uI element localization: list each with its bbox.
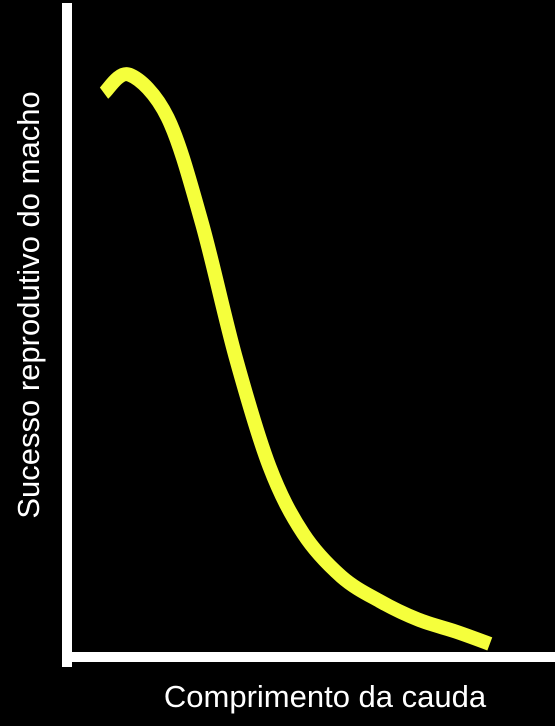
series-layer [99, 67, 493, 651]
axes [62, 3, 555, 667]
series-line-0 [99, 67, 493, 651]
y-axis-label: Sucesso reprodutivo do macho [11, 91, 46, 518]
x-axis-label: Comprimento da cauda [164, 679, 487, 714]
